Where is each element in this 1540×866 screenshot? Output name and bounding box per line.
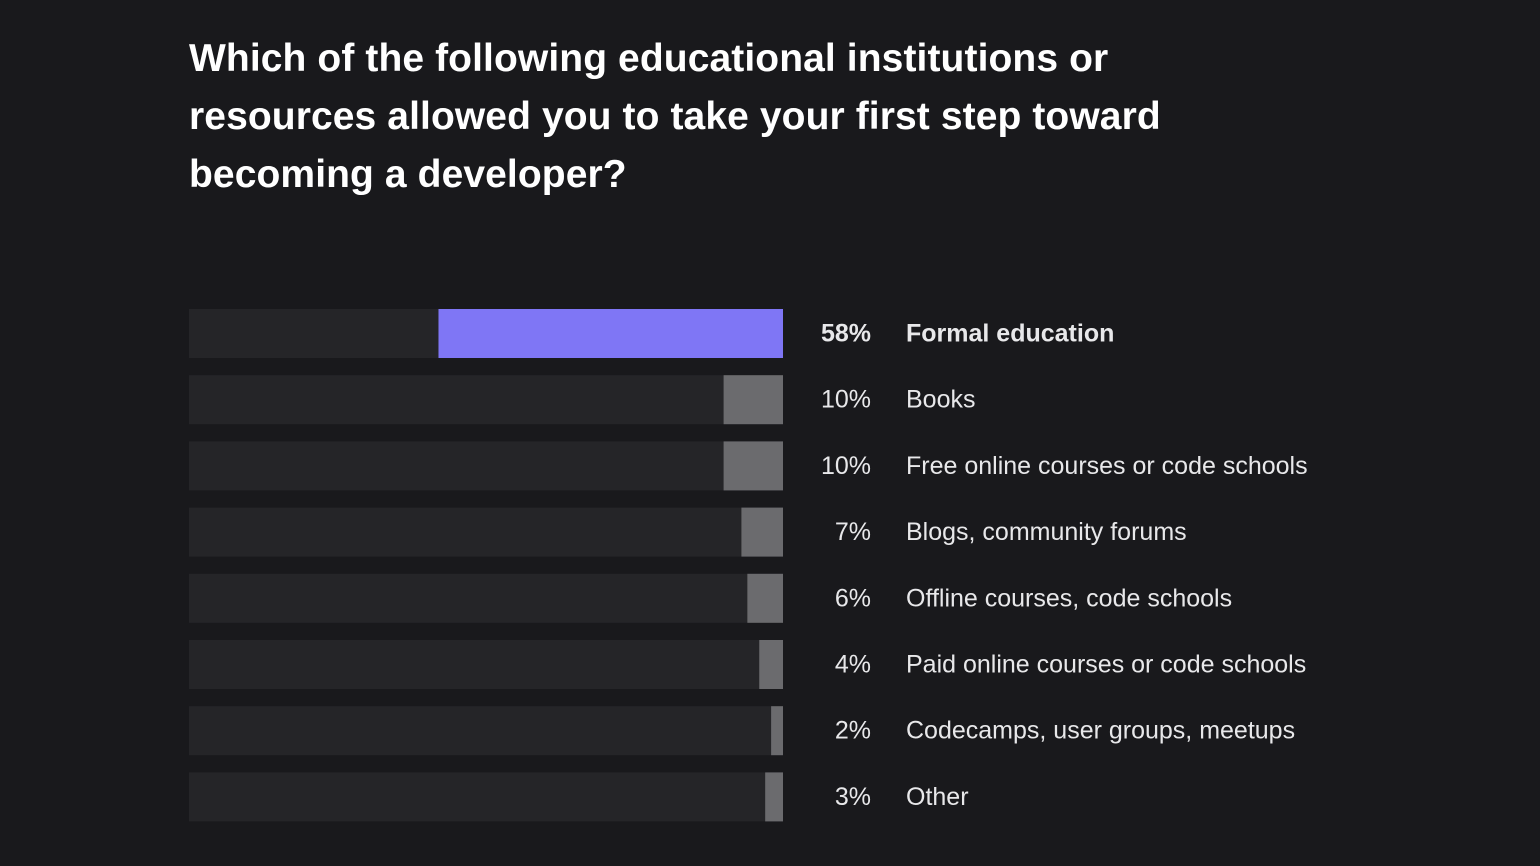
bar-1 xyxy=(438,309,783,358)
bar-track xyxy=(189,507,783,557)
value-label: 10% xyxy=(821,386,871,414)
bar-8 xyxy=(765,772,783,822)
category-label: Codecamps, user groups, meetups xyxy=(906,717,1295,745)
bars-group: 58% Formal education 10% Books 10% Free onlin… xyxy=(189,309,1308,822)
category-label: Blogs, community forums xyxy=(906,518,1187,546)
bar-track xyxy=(189,441,783,491)
value-label: 6% xyxy=(835,584,871,612)
category-label: Offline courses, code schools xyxy=(906,584,1232,612)
bar-5 xyxy=(747,573,783,623)
bar-track xyxy=(189,640,783,689)
category-label: Other xyxy=(906,783,969,811)
bar-4 xyxy=(741,507,783,557)
bar-2 xyxy=(723,375,783,425)
category-label: Books xyxy=(906,386,975,414)
bar-track xyxy=(189,375,783,425)
bar-3 xyxy=(723,441,783,491)
bar-7 xyxy=(771,706,783,756)
value-label: 10% xyxy=(821,452,871,480)
value-label: 2% xyxy=(835,717,871,745)
value-label: 7% xyxy=(835,518,871,546)
bar-track xyxy=(189,573,783,623)
bar-track xyxy=(189,772,783,822)
value-label: 4% xyxy=(835,651,871,679)
category-label: Free online courses or code schools xyxy=(906,452,1308,480)
category-label: Formal education xyxy=(906,320,1114,348)
chart-title: Which of the following educational insti… xyxy=(189,37,1161,196)
value-label: 3% xyxy=(835,783,871,811)
bar-6 xyxy=(759,640,783,689)
bar-track xyxy=(189,706,783,756)
value-label: 58% xyxy=(821,320,871,348)
category-label: Paid online courses or code schools xyxy=(906,651,1306,679)
